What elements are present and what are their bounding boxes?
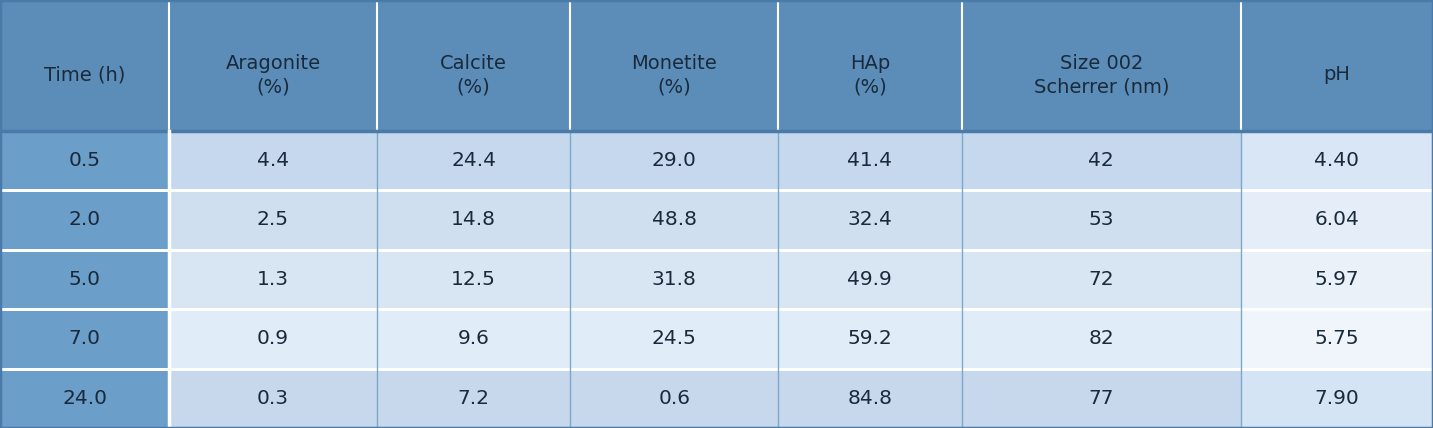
Text: Size 002
Scherrer (nm): Size 002 Scherrer (nm) <box>1033 54 1169 96</box>
Bar <box>377 369 570 428</box>
Text: 0.6: 0.6 <box>658 389 691 408</box>
Bar <box>1241 369 1433 428</box>
Bar <box>377 250 570 309</box>
Text: 2.5: 2.5 <box>257 210 289 229</box>
Text: 31.8: 31.8 <box>652 270 696 289</box>
Text: 14.8: 14.8 <box>451 210 496 229</box>
Text: 29.0: 29.0 <box>652 151 696 170</box>
Bar <box>962 131 1241 190</box>
Bar <box>0 131 169 190</box>
Text: Monetite
(%): Monetite (%) <box>632 54 716 96</box>
Text: HAp
(%): HAp (%) <box>850 54 890 96</box>
Text: 42: 42 <box>1089 151 1113 170</box>
Text: 53: 53 <box>1089 210 1113 229</box>
Text: 7.0: 7.0 <box>69 329 100 348</box>
Bar <box>169 131 377 190</box>
Bar <box>570 309 778 369</box>
Text: Calcite
(%): Calcite (%) <box>440 54 507 96</box>
Bar <box>570 250 778 309</box>
Bar <box>962 19 1241 131</box>
Text: 5.97: 5.97 <box>1314 270 1360 289</box>
Bar <box>962 369 1241 428</box>
Bar <box>570 0 778 19</box>
Text: 6.04: 6.04 <box>1314 210 1360 229</box>
Bar <box>169 250 377 309</box>
Bar <box>169 19 377 131</box>
Bar <box>570 131 778 190</box>
Bar <box>0 369 169 428</box>
Bar <box>1241 131 1433 190</box>
Bar <box>962 250 1241 309</box>
Bar <box>1241 0 1433 19</box>
Bar <box>0 19 169 131</box>
Bar <box>0 190 169 250</box>
Text: 59.2: 59.2 <box>847 329 893 348</box>
Bar <box>169 0 377 19</box>
Bar <box>778 250 962 309</box>
Bar <box>377 19 570 131</box>
Bar <box>1241 250 1433 309</box>
Text: 24.5: 24.5 <box>652 329 696 348</box>
Bar <box>1241 19 1433 131</box>
Text: 48.8: 48.8 <box>652 210 696 229</box>
Bar <box>377 309 570 369</box>
Text: 24.0: 24.0 <box>62 389 107 408</box>
Bar <box>0 0 169 19</box>
Bar <box>169 309 377 369</box>
Text: 82: 82 <box>1089 329 1113 348</box>
Text: Aragonite
(%): Aragonite (%) <box>225 54 321 96</box>
Bar <box>0 309 169 369</box>
Text: 72: 72 <box>1089 270 1113 289</box>
Bar <box>169 190 377 250</box>
Text: 7.90: 7.90 <box>1314 389 1360 408</box>
Bar <box>570 19 778 131</box>
Bar <box>1241 190 1433 250</box>
Text: Time (h): Time (h) <box>44 65 125 84</box>
Text: 2.0: 2.0 <box>69 210 100 229</box>
Text: 0.3: 0.3 <box>257 389 289 408</box>
Text: 4.40: 4.40 <box>1314 151 1360 170</box>
Text: 5.0: 5.0 <box>69 270 100 289</box>
Bar <box>1241 309 1433 369</box>
Bar <box>570 369 778 428</box>
Text: 4.4: 4.4 <box>257 151 289 170</box>
Bar <box>962 309 1241 369</box>
Text: 5.75: 5.75 <box>1314 329 1360 348</box>
Bar <box>377 190 570 250</box>
Bar <box>377 131 570 190</box>
Text: 49.9: 49.9 <box>847 270 893 289</box>
Text: 32.4: 32.4 <box>847 210 893 229</box>
Bar <box>570 190 778 250</box>
Bar <box>0 250 169 309</box>
Text: 84.8: 84.8 <box>847 389 893 408</box>
Bar <box>778 190 962 250</box>
Text: 0.5: 0.5 <box>69 151 100 170</box>
Bar <box>169 369 377 428</box>
Bar <box>778 309 962 369</box>
Text: 9.6: 9.6 <box>457 329 490 348</box>
Text: 1.3: 1.3 <box>257 270 289 289</box>
Bar <box>778 0 962 19</box>
Bar <box>778 131 962 190</box>
Bar <box>962 190 1241 250</box>
Text: 24.4: 24.4 <box>451 151 496 170</box>
Bar <box>962 0 1241 19</box>
Text: 77: 77 <box>1089 389 1113 408</box>
Text: 41.4: 41.4 <box>847 151 893 170</box>
Text: 7.2: 7.2 <box>457 389 490 408</box>
Bar <box>778 19 962 131</box>
Bar <box>778 369 962 428</box>
Bar <box>377 0 570 19</box>
Text: 0.9: 0.9 <box>257 329 289 348</box>
Text: 12.5: 12.5 <box>451 270 496 289</box>
Text: pH: pH <box>1324 65 1350 84</box>
